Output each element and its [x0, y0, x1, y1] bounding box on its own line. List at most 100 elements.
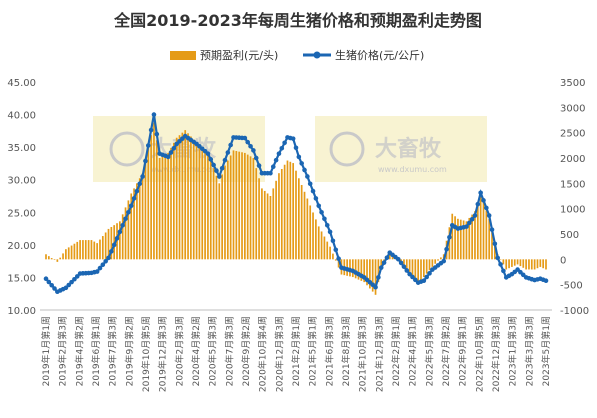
profit-bar	[485, 210, 488, 260]
profit-bar	[184, 130, 187, 260]
price-point	[279, 145, 285, 151]
profit-bar	[65, 249, 67, 260]
legend-label-bar: 预期盈利(元/头)	[200, 49, 278, 62]
watermark-right: 大畜牧 www.dxumu.com	[315, 116, 487, 182]
price-point	[168, 150, 174, 155]
x-tick-label: 2019年10月第5周	[140, 316, 152, 392]
profit-bar	[226, 160, 229, 260]
price-point	[276, 151, 282, 156]
profit-bar	[434, 259, 437, 264]
y-right-tick-label: 500	[560, 230, 579, 241]
price-point	[165, 154, 171, 160]
profit-bar	[269, 196, 272, 260]
price-point	[225, 150, 231, 155]
profit-bar	[53, 259, 56, 260]
profit-bar	[545, 259, 547, 270]
profit-bar	[388, 251, 391, 260]
price-point	[43, 276, 49, 282]
y-right-tick-label: 3500	[560, 78, 585, 89]
profit-bar	[232, 150, 235, 260]
profit-bar	[468, 217, 471, 260]
price-point	[319, 209, 324, 215]
y-left-tick-label: 35.00	[7, 143, 36, 154]
profit-bar	[47, 256, 50, 260]
x-tick-label: 2023年5月第1周	[540, 316, 552, 386]
profit-bar	[93, 241, 96, 260]
x-tick-label: 2022年2月第1周	[390, 316, 402, 386]
profit-bar	[192, 139, 195, 260]
profit-bar	[45, 254, 47, 260]
profit-bar	[354, 259, 357, 279]
profit-bar	[292, 163, 295, 260]
price-point	[154, 131, 160, 137]
price-point	[143, 158, 148, 164]
profit-bar	[221, 174, 223, 260]
profit-bar	[246, 154, 249, 260]
legend-swatch-bar	[170, 51, 196, 60]
profit-bar	[482, 201, 485, 260]
profit-bar	[110, 227, 113, 260]
y-right-tick-label: 1500	[560, 179, 585, 190]
profit-bar	[411, 259, 414, 277]
profit-bar	[209, 160, 212, 260]
profit-bar	[513, 259, 516, 266]
x-tick-label: 2021年10月第3周	[357, 316, 369, 392]
profit-bar	[525, 259, 527, 270]
price-point	[427, 271, 432, 276]
profit-bar	[116, 223, 118, 260]
profit-bar	[351, 259, 354, 278]
price-point	[214, 168, 219, 174]
x-tick-label: 2021年2月第1周	[290, 316, 302, 386]
y-right-tick-label: 2000	[560, 154, 585, 165]
profit-bar	[195, 142, 198, 260]
profit-bar	[306, 198, 309, 260]
price-point	[123, 216, 128, 222]
profit-bar	[479, 193, 482, 260]
y-left-tick-label: 20.00	[7, 241, 36, 252]
x-tick-label: 2020年12月第3周	[273, 316, 285, 392]
price-point	[66, 282, 72, 288]
price-point	[63, 285, 69, 291]
profit-bar	[263, 190, 266, 260]
profit-bar	[300, 185, 303, 260]
profit-bar	[124, 207, 127, 260]
profit-bar	[522, 259, 525, 268]
profit-bar	[326, 241, 329, 260]
profit-bar	[133, 188, 135, 260]
profit-bar	[459, 219, 462, 260]
profit-bar	[337, 259, 340, 268]
price-point	[248, 144, 253, 149]
price-point	[49, 282, 54, 288]
price-point	[109, 249, 114, 254]
profit-bar	[428, 259, 431, 271]
price-point	[251, 148, 256, 153]
x-tick-label: 2020年4月第2周	[190, 316, 202, 386]
profit-bar	[374, 259, 377, 295]
profit-bar	[457, 218, 459, 260]
profit-bar	[533, 259, 536, 270]
y-left-tick-label: 15.00	[7, 273, 36, 284]
price-point	[469, 216, 475, 222]
x-tick-label: 2019年4月第2周	[73, 316, 85, 386]
price-point	[467, 220, 472, 226]
price-point	[492, 241, 498, 247]
profit-bar	[474, 211, 476, 260]
profit-bar	[499, 259, 502, 260]
profit-bar	[528, 259, 530, 270]
profit-bar	[286, 160, 289, 260]
profit-bar	[414, 259, 417, 281]
price-point	[151, 112, 157, 117]
price-point	[228, 142, 233, 148]
profit-bar	[84, 240, 87, 260]
profit-bar	[283, 164, 286, 260]
profit-bar	[425, 259, 428, 274]
price-point	[404, 268, 410, 273]
price-point	[464, 224, 469, 229]
profit-bar	[320, 231, 323, 260]
price-point	[74, 274, 80, 279]
chart-title: 全国2019-2023年每周生猪价格和预期盈利走势图	[113, 11, 482, 30]
profit-bar	[238, 151, 241, 260]
price-point	[270, 164, 276, 169]
profit-bar	[476, 202, 479, 260]
